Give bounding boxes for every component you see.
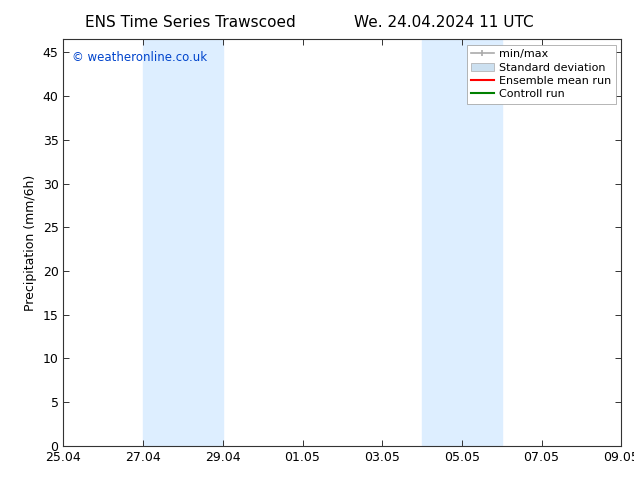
Bar: [422, 39, 501, 446]
Y-axis label: Precipitation (mm/6h): Precipitation (mm/6h): [24, 174, 37, 311]
Text: © weatheronline.co.uk: © weatheronline.co.uk: [72, 51, 207, 64]
Bar: [143, 39, 223, 446]
Text: ENS Time Series Trawscoed: ENS Time Series Trawscoed: [85, 15, 295, 30]
Legend: min/max, Standard deviation, Ensemble mean run, Controll run: min/max, Standard deviation, Ensemble me…: [467, 45, 616, 104]
Text: We. 24.04.2024 11 UTC: We. 24.04.2024 11 UTC: [354, 15, 534, 30]
